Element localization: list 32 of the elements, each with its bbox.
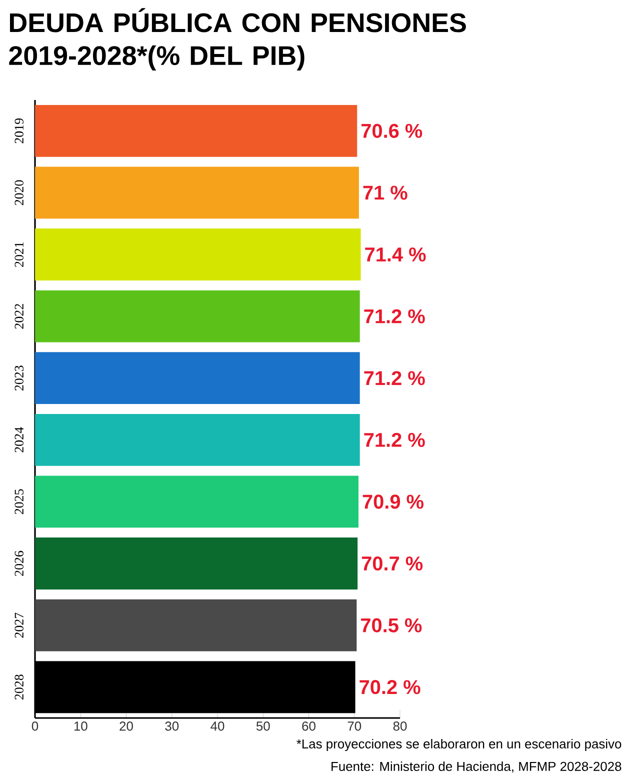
x-tick-label: 70 xyxy=(348,722,362,731)
x-tick-label: 0 xyxy=(32,722,38,731)
data-label: 71.2 % xyxy=(364,309,425,324)
text: *Las proyecciones se elaboraron en un escenario pasivo xyxy=(296,738,622,752)
data-label: 71.4 % xyxy=(365,248,426,262)
y-tick-label: 2023 xyxy=(14,366,24,390)
data-label: 71.2 % xyxy=(364,432,425,447)
y-tick-label: 2024 xyxy=(14,427,24,452)
x-tick-label: 50 xyxy=(256,722,270,731)
x-tick-label: 40 xyxy=(210,722,224,731)
chart-title: DEUDA PÚBLICA CON PENSIONES 2019-2028*(% DEL PIB) xyxy=(9,8,466,70)
x-tick-label: 80 xyxy=(393,722,407,731)
data-label: 70.2 % xyxy=(360,680,420,694)
data-label: 70.5 % xyxy=(361,618,422,632)
y-tick-label: 2021 xyxy=(14,242,24,267)
y-tick-label: 2027 xyxy=(14,612,24,638)
x-tick-label: 30 xyxy=(165,722,179,731)
x-tick-label: 60 xyxy=(302,722,316,731)
x-tick-label: 10 xyxy=(74,722,88,731)
data-label: 70.6 % xyxy=(361,124,422,138)
data-label: 70.7 % xyxy=(362,556,423,571)
y-tick-label: 2020 xyxy=(14,180,24,206)
data-label: 71.2 % xyxy=(364,371,425,386)
y-tick-label: 2025 xyxy=(14,489,24,514)
data-label: 71 % xyxy=(363,186,408,200)
x-tick-label: 20 xyxy=(120,722,133,731)
y-tick-label: 2022 xyxy=(14,304,24,329)
y-tick-label: 2026 xyxy=(14,550,24,576)
source-note: Fuente: Ministerio de Hacienda, MFMP 2028-2028 xyxy=(332,761,622,773)
data-label: 70.9 % xyxy=(362,494,424,509)
y-tick-label: 2019 xyxy=(14,118,24,144)
y-tick-label: 2028 xyxy=(14,674,24,700)
